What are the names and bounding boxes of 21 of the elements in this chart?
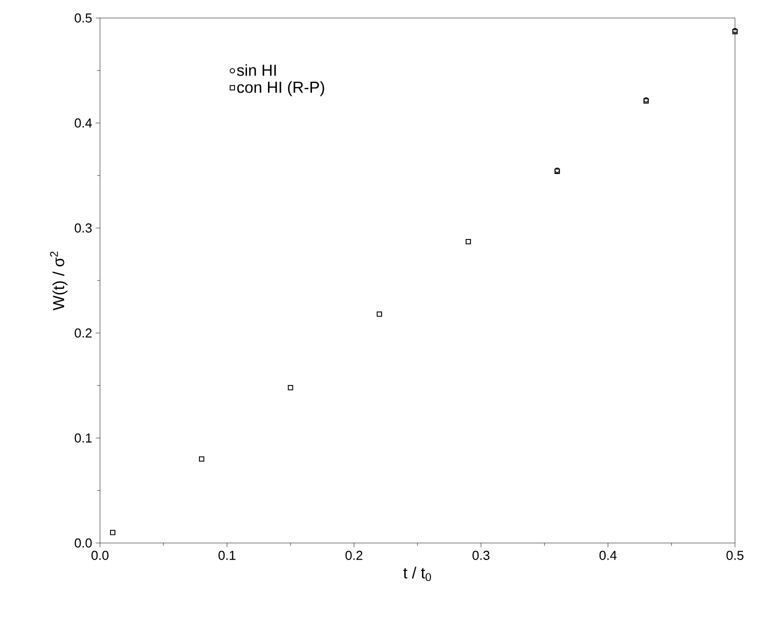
point (288, 384, 294, 390)
y-tick-label: 0.0 (74, 538, 92, 548)
legend-label: sin HI (237, 64, 276, 76)
point (376, 311, 382, 317)
x-axis-title: t / t$_{0}$ (403, 566, 431, 582)
y-tick-label: 0.1 (74, 433, 92, 443)
x-tick-label: 0.2 (345, 550, 362, 560)
x-tick-label: 0.4 (600, 550, 617, 560)
y-tick-label: 0.4 (74, 118, 92, 128)
x-tick-label: 0.0 (91, 550, 108, 560)
y-tick-label: 0.2 (74, 328, 92, 338)
legend-label: con HI (R-P) (237, 81, 324, 96)
x-tick-label: 0.3 (472, 550, 490, 560)
y-axis-title: W(t) / σ$^{2}$ (50, 252, 68, 310)
x-tick-label: 0.1 (218, 550, 236, 560)
point (466, 239, 471, 244)
point (198, 456, 204, 462)
x-tick-label: 0.5 (726, 550, 744, 560)
y-tick-label: 0.5 (74, 13, 92, 23)
y-tick-label: 0.3 (74, 223, 92, 233)
point (110, 530, 116, 536)
